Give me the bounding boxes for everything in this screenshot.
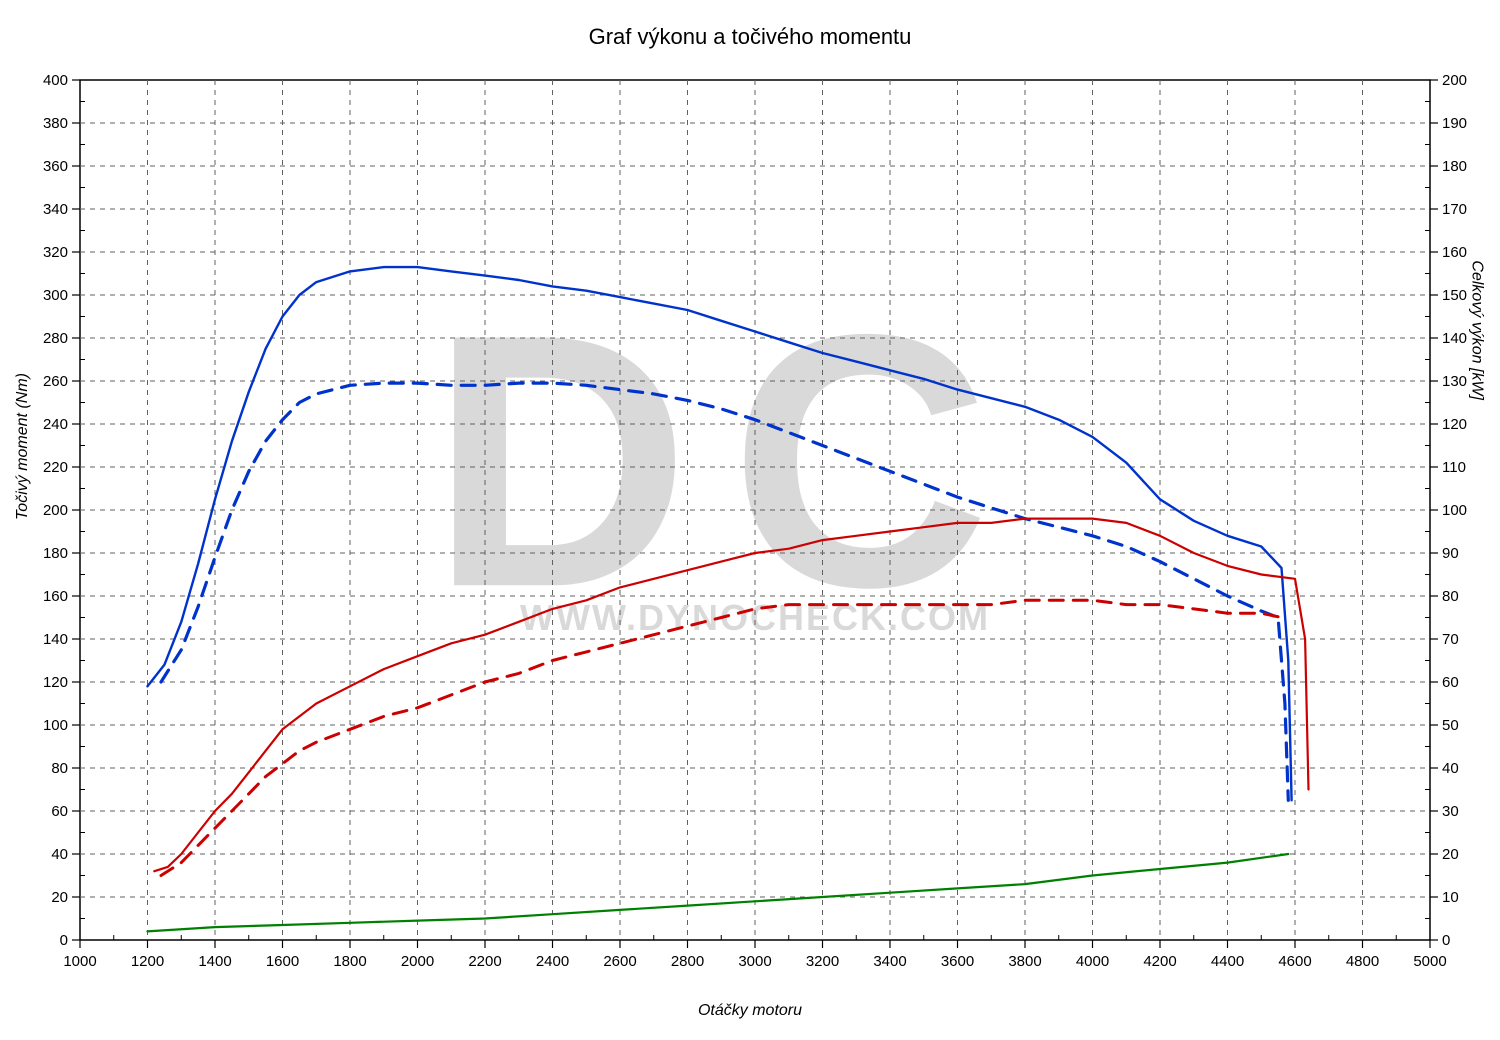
svg-text:170: 170 xyxy=(1442,201,1467,218)
svg-text:1600: 1600 xyxy=(266,953,299,970)
svg-text:1200: 1200 xyxy=(131,953,164,970)
svg-text:160: 160 xyxy=(1442,244,1467,261)
svg-text:120: 120 xyxy=(1442,416,1467,433)
svg-text:90: 90 xyxy=(1442,545,1459,562)
svg-text:4600: 4600 xyxy=(1278,953,1311,970)
svg-text:3800: 3800 xyxy=(1008,953,1041,970)
svg-text:2600: 2600 xyxy=(603,953,636,970)
svg-text:340: 340 xyxy=(43,201,68,218)
svg-text:240: 240 xyxy=(43,416,68,433)
svg-text:280: 280 xyxy=(43,330,68,347)
svg-text:40: 40 xyxy=(51,846,68,863)
svg-text:3000: 3000 xyxy=(738,953,771,970)
svg-text:1400: 1400 xyxy=(198,953,231,970)
svg-text:10: 10 xyxy=(1442,889,1459,906)
svg-text:100: 100 xyxy=(1442,502,1467,519)
svg-text:160: 160 xyxy=(43,588,68,605)
svg-text:30: 30 xyxy=(1442,803,1459,820)
svg-text:20: 20 xyxy=(51,889,68,906)
svg-text:4400: 4400 xyxy=(1211,953,1244,970)
svg-text:190: 190 xyxy=(1442,115,1467,132)
svg-text:260: 260 xyxy=(43,373,68,390)
svg-text:300: 300 xyxy=(43,287,68,304)
svg-text:110: 110 xyxy=(1442,459,1466,476)
svg-text:0: 0 xyxy=(60,932,68,949)
svg-text:140: 140 xyxy=(43,631,68,648)
svg-text:3600: 3600 xyxy=(941,953,974,970)
svg-text:4000: 4000 xyxy=(1076,953,1109,970)
svg-text:80: 80 xyxy=(1442,588,1459,605)
svg-text:180: 180 xyxy=(43,545,68,562)
svg-text:140: 140 xyxy=(1442,330,1467,347)
svg-text:400: 400 xyxy=(43,72,68,89)
svg-text:120: 120 xyxy=(43,674,68,691)
svg-text:5000: 5000 xyxy=(1413,953,1446,970)
chart-title: Graf výkonu a točivého momentu xyxy=(0,24,1500,50)
svg-text:2400: 2400 xyxy=(536,953,569,970)
svg-text:150: 150 xyxy=(1442,287,1467,304)
svg-text:60: 60 xyxy=(1442,674,1459,691)
svg-text:220: 220 xyxy=(43,459,68,476)
svg-text:3400: 3400 xyxy=(873,953,906,970)
x-axis-label: Otáčky motoru xyxy=(0,1002,1500,1020)
y-axis-right-label: Celkový výkon [kW] xyxy=(1468,260,1486,400)
svg-text:0: 0 xyxy=(1442,932,1450,949)
svg-text:2000: 2000 xyxy=(401,953,434,970)
svg-text:180: 180 xyxy=(1442,158,1467,175)
svg-text:2800: 2800 xyxy=(671,953,704,970)
svg-text:80: 80 xyxy=(51,760,68,777)
svg-text:100: 100 xyxy=(43,717,68,734)
svg-text:60: 60 xyxy=(51,803,68,820)
svg-text:40: 40 xyxy=(1442,760,1459,777)
dyno-chart: DCWWW.DYNOCHECK.COM100012001400160018002… xyxy=(0,0,1500,1040)
svg-text:4200: 4200 xyxy=(1143,953,1176,970)
svg-text:130: 130 xyxy=(1442,373,1467,390)
svg-text:70: 70 xyxy=(1442,631,1459,648)
svg-text:1800: 1800 xyxy=(333,953,366,970)
svg-text:1000: 1000 xyxy=(63,953,96,970)
svg-text:20: 20 xyxy=(1442,846,1459,863)
svg-text:50: 50 xyxy=(1442,717,1459,734)
svg-text:320: 320 xyxy=(43,244,68,261)
svg-text:4800: 4800 xyxy=(1346,953,1379,970)
svg-text:200: 200 xyxy=(1442,72,1467,89)
svg-text:360: 360 xyxy=(43,158,68,175)
y-axis-left-label: Točivý moment (Nm) xyxy=(14,373,32,520)
svg-text:2200: 2200 xyxy=(468,953,501,970)
svg-text:380: 380 xyxy=(43,115,68,132)
svg-text:3200: 3200 xyxy=(806,953,839,970)
svg-text:200: 200 xyxy=(43,502,68,519)
